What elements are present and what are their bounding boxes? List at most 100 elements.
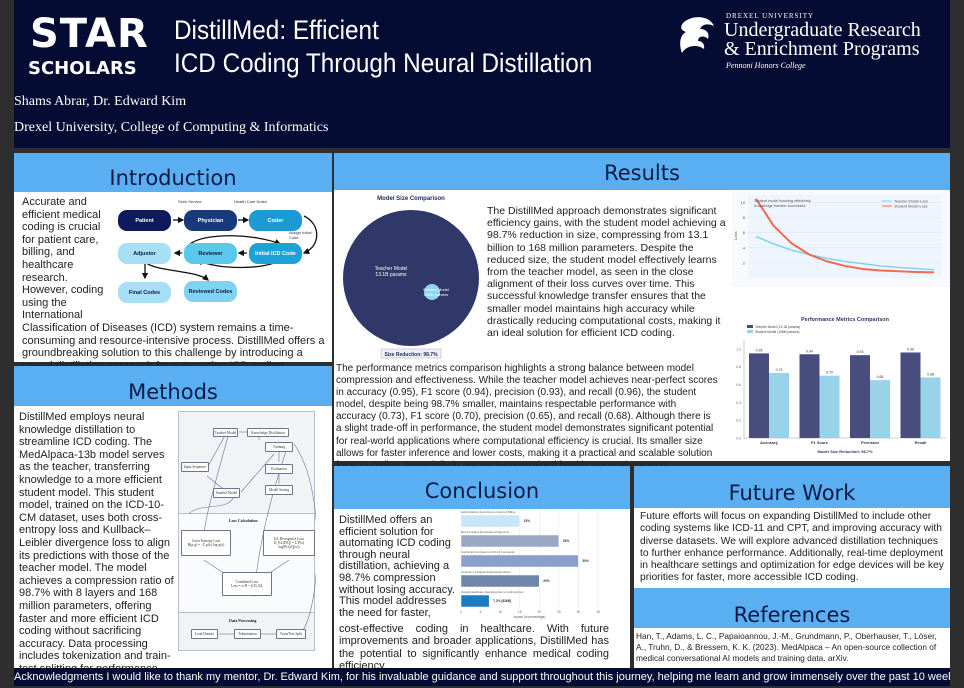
pie-label-teacher: Teacher Model — [375, 266, 408, 272]
methods-text: DistillMed employs neural knowledge dist… — [19, 411, 174, 687]
impact-xtick: 0 — [460, 610, 462, 614]
loss-section — [179, 513, 314, 613]
ce-formula: H(p,q) = −Σ p(x) log q(x) — [187, 543, 225, 547]
perf-bar-label: 0.70 — [826, 371, 833, 375]
node-initial-icd-code: Initial ICD Code — [249, 243, 302, 264]
intro-workflow-diagram: Seek Service Health Care Notes Assign In… — [116, 196, 326, 311]
poster-header: STAR SCHOLARS DistillMed: Efficient ICD … — [14, 0, 950, 148]
node-model-saving: Model Saving — [265, 485, 293, 495]
poster-title-line2: ICD Coding Through Neural Distillation — [174, 48, 593, 78]
org-line2: & Enrichment Programs — [724, 38, 920, 60]
kl-formula: D_KL(P‖Q) = Σ P(x) log(P(x)/Q(x)) — [273, 541, 305, 549]
label-health-care-notes: Health Care Notes — [234, 199, 267, 204]
kl-label: KL Divergence Loss — [274, 537, 304, 541]
size-reduction-box — [380, 348, 442, 359]
impact-category-label: Administrative Costs Due to Incorrect Bi… — [461, 510, 516, 514]
impact-value-label: 30% — [582, 559, 589, 563]
acknowledgments-bar: Acknowledgments I would like to thank my… — [14, 668, 950, 686]
label-data-processing: Data Processing — [229, 618, 257, 623]
node-final-codes: Final Codes — [118, 282, 171, 303]
org-sub: Pennoni Honors College — [726, 61, 806, 70]
results-header: Results — [334, 153, 950, 190]
impact-value-label: 25% — [563, 539, 570, 543]
impact-bar — [460, 534, 560, 548]
conclusion-text-top: DistillMed offers an efficient solution … — [339, 514, 455, 619]
perf-bar-label: 0.93 — [857, 350, 864, 354]
size-reduction-label: Size Reduction: 98.7% — [384, 352, 438, 358]
impact-bar — [460, 554, 579, 568]
node-physician: Physician — [184, 210, 237, 231]
impact-xtick: 20 — [538, 610, 542, 614]
perf-category-label: Accuracy — [760, 440, 779, 445]
impact-bar — [460, 594, 490, 608]
perf-category-label: Precision — [861, 440, 880, 445]
perf-ytick: 0.8 — [736, 365, 741, 369]
perf-title: Performance Metrics Comparison — [801, 317, 890, 323]
perf-ytick: 1.0 — [736, 347, 741, 351]
conclusion-text-bottom: cost-effective coding in healthcare. Wit… — [339, 623, 609, 672]
loss-annotation: Knowledge transfer successful — [754, 204, 806, 208]
node-input-sequence: Input Sequence — [181, 462, 209, 472]
results-text-1: The DistillMed approach demonstrates sig… — [487, 205, 726, 340]
perf-legend-label: Teacher Model (13.1B params) — [755, 325, 800, 329]
methods-architecture-diagram: Teacher Model Knowledge Distillation Tra… — [178, 411, 316, 651]
node-adjustor: Adjustor — [118, 243, 171, 264]
perf-ytick: 0.2 — [736, 419, 741, 423]
impact-value-label: 20% — [543, 579, 550, 583]
impact-xtick: 10 — [498, 610, 502, 614]
loss-ytick: 4 — [743, 245, 746, 250]
perf-ytick: 0.6 — [736, 383, 741, 387]
perf-category-label: F1 Score — [811, 440, 829, 445]
loss-ytick: 8 — [743, 215, 746, 220]
perf-bar-teacher — [799, 354, 820, 438]
perf-ytick: 0.4 — [736, 401, 741, 405]
affiliation: Drexel University, College of Computing … — [14, 120, 329, 135]
node-teacher-model: Teacher Model — [213, 428, 238, 437]
conclusion-header: Conclusion — [334, 466, 630, 509]
pie-label-student: Student Model — [423, 287, 449, 292]
star-scholars-logo: STAR — [30, 11, 149, 57]
impact-category-label: Denied Claims and Delayed Payments — [461, 530, 509, 534]
impact-category-label: Overall Healthcare Spending Due to Codin… — [461, 590, 524, 594]
intro-header: Introduction — [14, 153, 332, 192]
perf-bar-label: 0.96 — [907, 347, 914, 351]
loss-ytick: 6 — [743, 230, 746, 235]
impact-category-label: Increase in Hospital Readmission Rates — [461, 570, 511, 574]
label-loss-calculation: Loss Calculation — [229, 518, 258, 523]
authors: Shams Abrar, Dr. Edward Kim — [14, 94, 187, 109]
node-load-dataset: Load Dataset — [191, 629, 218, 639]
impact-xlabel: Impact (in percentage) — [514, 615, 546, 619]
loss-line-student — [755, 198, 935, 274]
impact-value-label: 15% — [524, 519, 531, 523]
impact-value-label: 7.2% ($36B) — [493, 599, 511, 603]
pie-title: Model Size Comparison — [377, 196, 445, 202]
impact-xtick: 5 — [480, 610, 482, 614]
loss-ylabel: Loss — [733, 232, 738, 240]
references-panel: Han, T., Adams, L. C., Papaioannou, J.-M… — [634, 628, 950, 668]
node-kl-divergence-loss: KL Divergence Loss D_KL(P‖Q) = Σ P(x) log… — [263, 530, 315, 556]
reference-item: Han, T., Adams, L. C., Papaioannou, J.-M… — [636, 631, 937, 663]
node-patient: Patient — [118, 210, 171, 231]
ce-label: Cross Entropy Loss — [191, 539, 221, 543]
node-student-model: Student Model — [213, 488, 240, 498]
results-text-2: The performance metrics comparison highl… — [336, 363, 718, 471]
results-panel: Model Size Comparison Teacher Model 13.1B … — [334, 190, 950, 471]
model-size-pie-chart: Model Size Comparison Teacher Model13.1B … — [343, 196, 479, 359]
intro-panel: Seek Service Health Care Notes Assign In… — [14, 192, 332, 372]
perf-bar-student — [819, 375, 840, 438]
methods-panel: DistillMed employs neural knowledge dist… — [14, 406, 332, 687]
perf-xlabel: Model Size Reduction: 98.7% — [817, 449, 873, 454]
impact-bar — [460, 574, 540, 588]
loss-line-teacher — [755, 235, 935, 271]
loss-plot-area — [748, 195, 942, 278]
loss-legend-label: Teacher Model Loss — [894, 200, 928, 204]
conclusion-panel: DistillMed offers an efficient solution … — [334, 509, 630, 672]
perf-bar-student — [870, 380, 890, 438]
loss-ytick: 2 — [743, 260, 746, 265]
poster-title-line1: DistillMed: Efficient — [174, 15, 379, 45]
performance-bar-chart: Performance Metrics Comparison 0.0 0.2 0.4 0… — [736, 317, 946, 454]
impact-xtick: 35 — [596, 610, 600, 614]
org-small: DREXEL UNIVERSITY — [726, 12, 815, 20]
impact-xtick: 30 — [577, 610, 581, 614]
